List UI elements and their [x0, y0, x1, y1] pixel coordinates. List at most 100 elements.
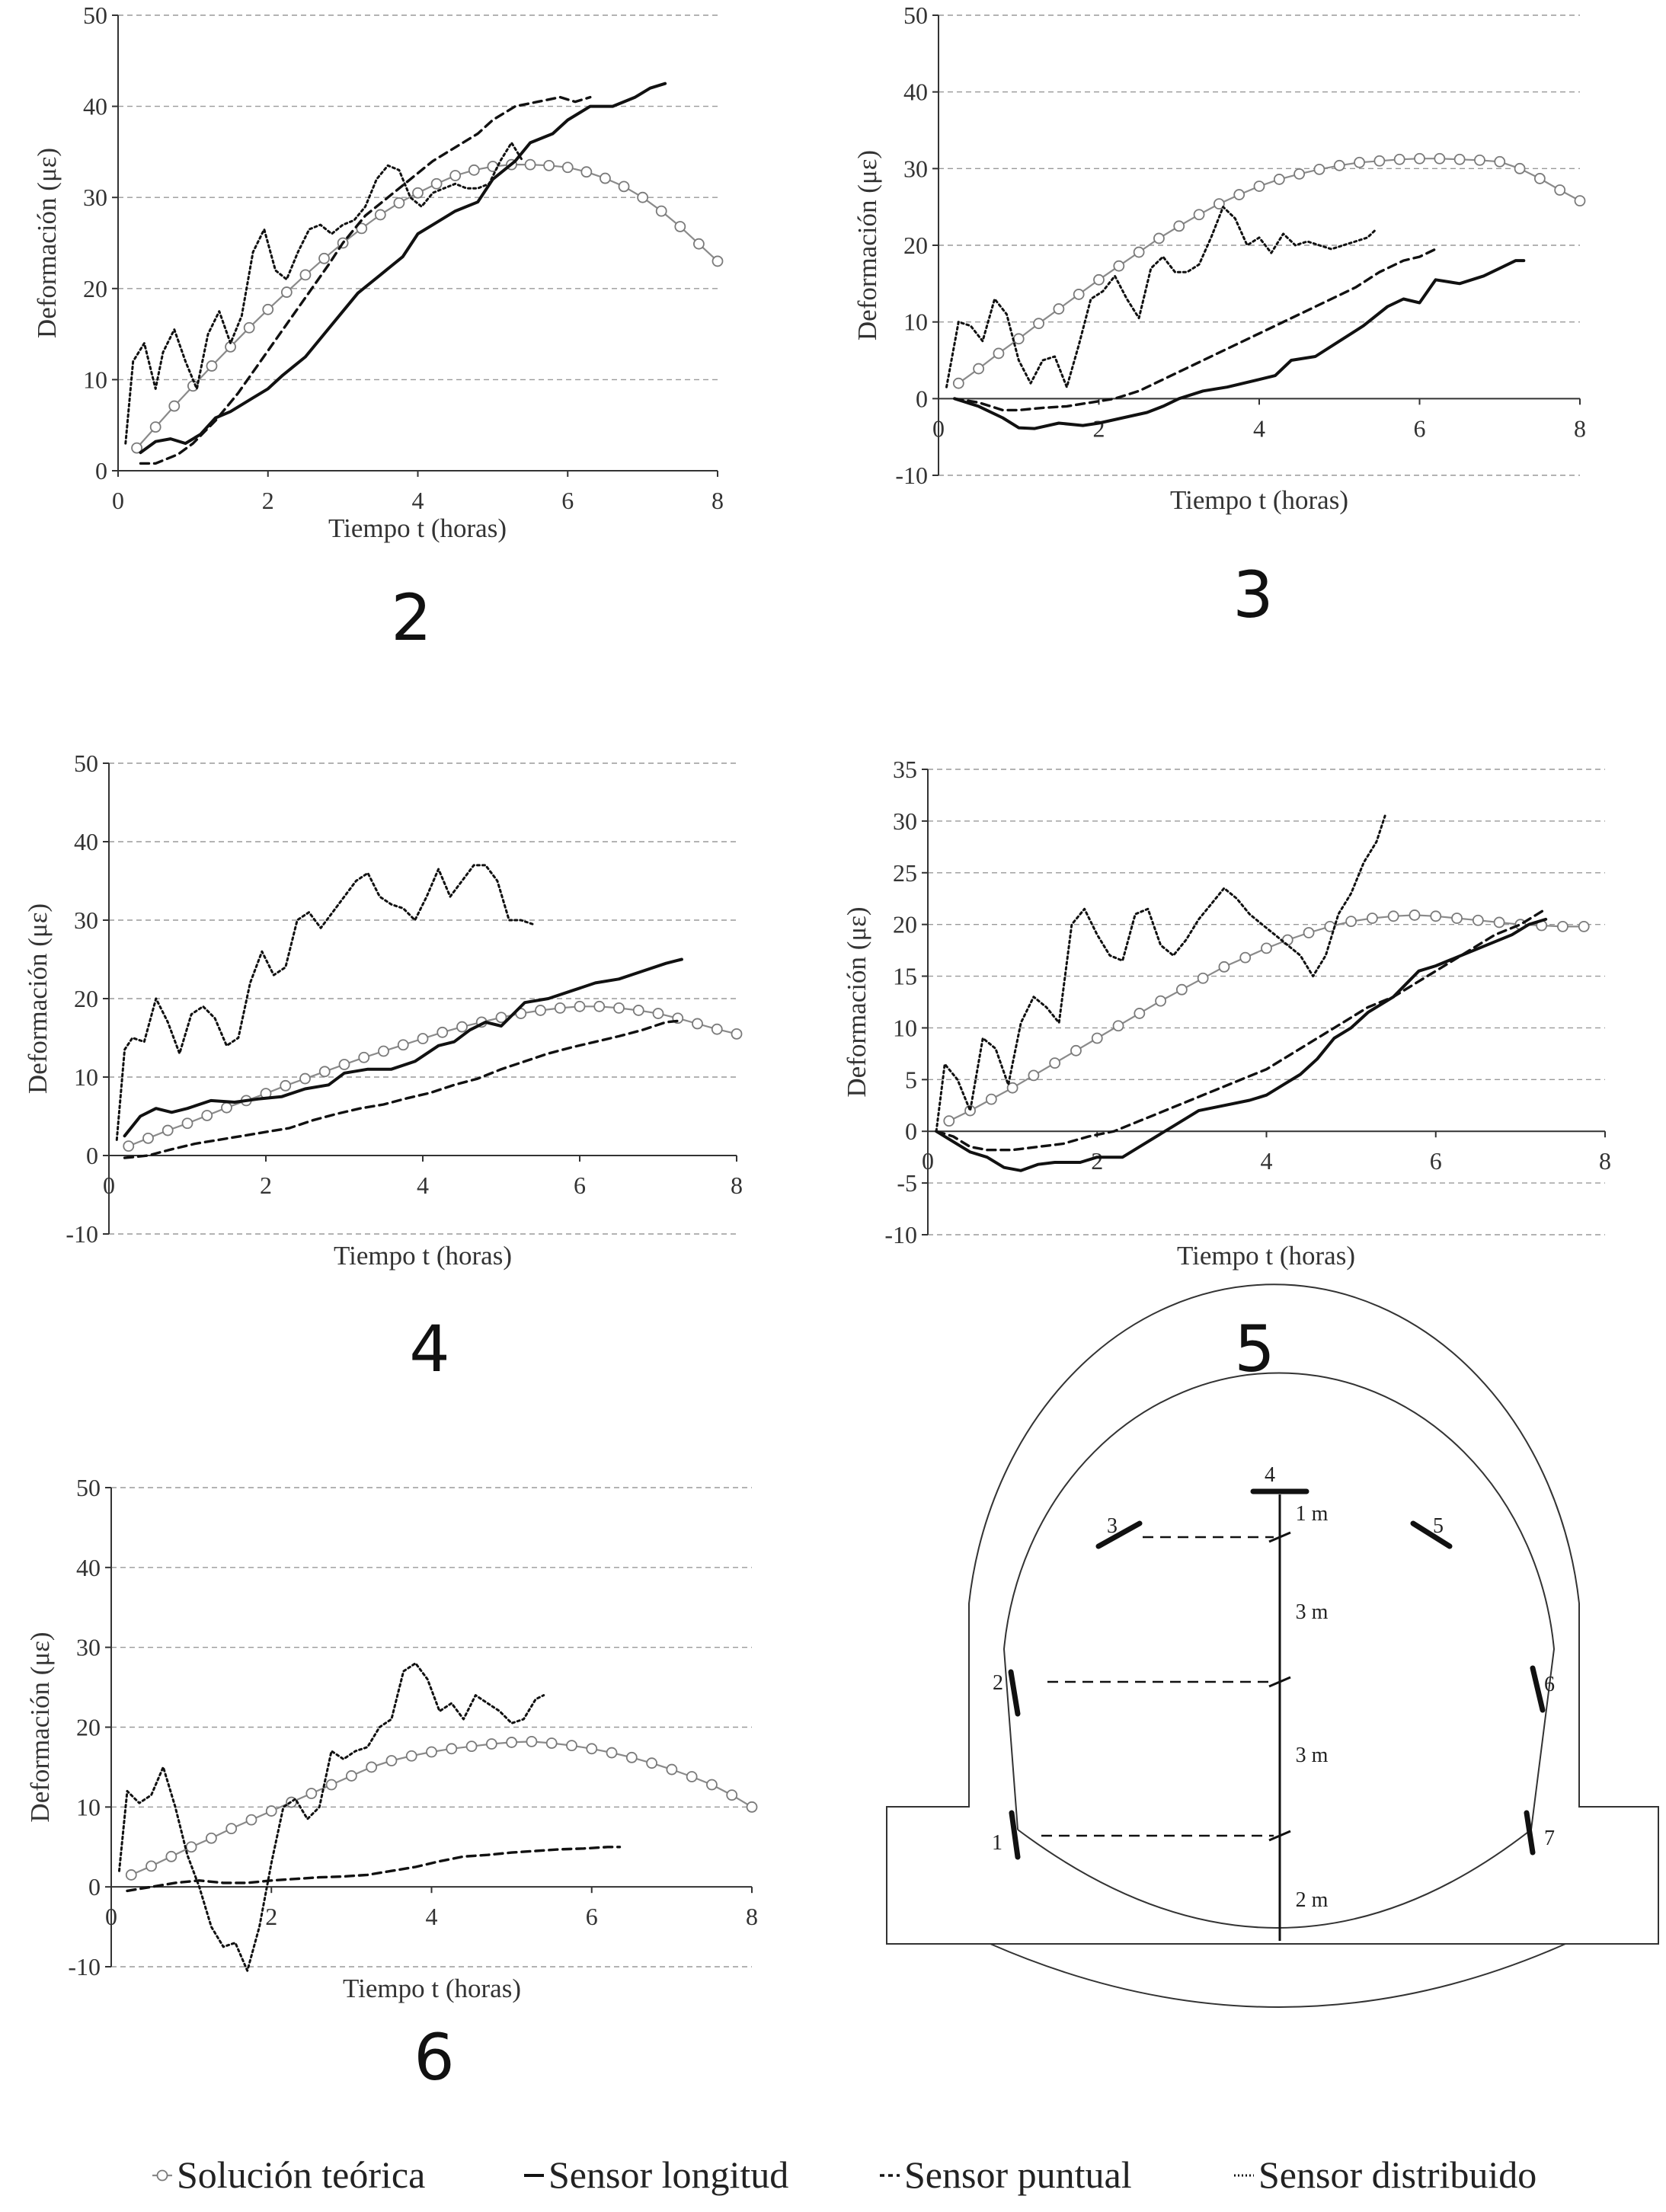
data-point [1303, 927, 1315, 938]
series-line-puntual [126, 1846, 622, 1893]
data-point [1155, 995, 1166, 1007]
y-tick-label: 10 [83, 366, 107, 393]
data-point [145, 1860, 157, 1872]
y-axis-title: Deformación (με) [23, 903, 53, 1094]
data-point [1093, 273, 1105, 286]
data-point [686, 1771, 698, 1782]
sensor-label: 4 [1265, 1463, 1275, 1487]
sensor-3 [1095, 1520, 1143, 1549]
sensor-label: 5 [1433, 1514, 1444, 1538]
data-point [1514, 162, 1526, 174]
data-point [206, 1832, 217, 1844]
y-tick-label: 40 [74, 828, 98, 855]
x-tick-label: 8 [746, 1903, 758, 1930]
data-point [666, 1763, 678, 1776]
x-axis-title: Tiempo t (horas) [1177, 1241, 1355, 1271]
chart-panel-2: 0 10 20 30 40 50 0 2 4 6 8 Tiempo t (horas) Deformac… [32, 2, 724, 655]
y-tick-label: -10 [884, 1221, 917, 1248]
data-point [1472, 914, 1484, 926]
data-point [726, 1789, 738, 1801]
data-point [485, 1738, 497, 1750]
x-tick-label: 6 [586, 1903, 598, 1930]
data-point [526, 1735, 538, 1747]
data-point [618, 181, 630, 193]
data-point [1053, 303, 1065, 315]
data-point [1281, 934, 1293, 946]
data-point [1175, 983, 1188, 996]
sensor-label: 7 [1544, 1827, 1555, 1850]
series-line-teorica [136, 164, 719, 449]
y-tick-label: 20 [74, 985, 98, 1012]
y-tick-label: 35 [893, 756, 917, 783]
sensor-5 [1410, 1520, 1453, 1549]
sensor-label: 6 [1544, 1673, 1555, 1696]
y-axis-title: Deformación (με) [852, 150, 882, 340]
data-point [1430, 910, 1442, 922]
data-point [1453, 153, 1466, 165]
data-point [168, 400, 181, 412]
data-point [543, 159, 555, 171]
data-point [1070, 1044, 1082, 1056]
data-point [632, 1005, 644, 1016]
data-point [554, 1002, 566, 1014]
x-tick-label: 2 [262, 487, 274, 514]
data-point [465, 1741, 478, 1753]
data-point [1324, 920, 1336, 932]
data-point [245, 1814, 257, 1826]
data-point [338, 1059, 350, 1070]
data-point [1193, 209, 1205, 221]
legend-item-longitud: Sensor longitud [524, 2153, 788, 2196]
data-point [1033, 318, 1044, 330]
panel-number: 2 [391, 580, 431, 655]
data-point [1574, 195, 1586, 207]
dimension-tick [1268, 1531, 1291, 1543]
data-point [1373, 155, 1386, 167]
data-point [446, 1743, 458, 1755]
data-point [1493, 916, 1505, 929]
data-point [206, 360, 218, 372]
data-point [397, 1039, 409, 1051]
data-point [1133, 246, 1145, 258]
legend-label: Solución teórica [177, 2153, 425, 2196]
data-point [1414, 152, 1425, 165]
data-point [131, 442, 142, 454]
x-axis-title: Tiempo t (horas) [328, 513, 507, 543]
data-point [964, 1104, 976, 1117]
x-axis-title: Tiempo t (horas) [343, 1974, 521, 2003]
data-point [1533, 173, 1546, 184]
legend-label: Sensor longitud [548, 2153, 788, 2196]
data-point [280, 1079, 292, 1092]
legend-item-distribuido: Sensor distribuido [1234, 2153, 1536, 2196]
sensor-6 [1530, 1665, 1546, 1713]
data-point [1554, 184, 1566, 196]
data-point [225, 1823, 238, 1835]
dimension-tick [1268, 1830, 1291, 1842]
panel-number: 4 [409, 1312, 449, 1386]
data-point [1233, 189, 1246, 200]
series-line-teorica [958, 158, 1581, 385]
legend-marker [156, 2169, 168, 2182]
y-tick-label: 50 [83, 2, 107, 29]
y-tick-label: -5 [897, 1169, 917, 1197]
data-point [655, 205, 667, 217]
data-point [646, 1757, 657, 1769]
data-point [165, 1850, 177, 1862]
data-point [318, 252, 330, 264]
data-point [1451, 913, 1463, 924]
data-point [1012, 333, 1025, 345]
data-point [1153, 232, 1165, 245]
data-point [468, 164, 480, 176]
y-tick-label: 30 [74, 906, 98, 934]
tunnel-diagram: 1 2 3 4 5 6 7 1 m 3 m 3 m 2 m [886, 1283, 1659, 2008]
y-axis-title: Deformación (με) [32, 148, 62, 338]
y-tick-label: 20 [83, 275, 107, 302]
data-point [262, 303, 274, 315]
y-tick-label: 30 [893, 807, 917, 835]
series-line-distribuido [945, 206, 1377, 388]
data-point [674, 221, 686, 232]
tunnel-outer-invert [990, 1943, 1566, 2008]
data-point [125, 1869, 137, 1881]
